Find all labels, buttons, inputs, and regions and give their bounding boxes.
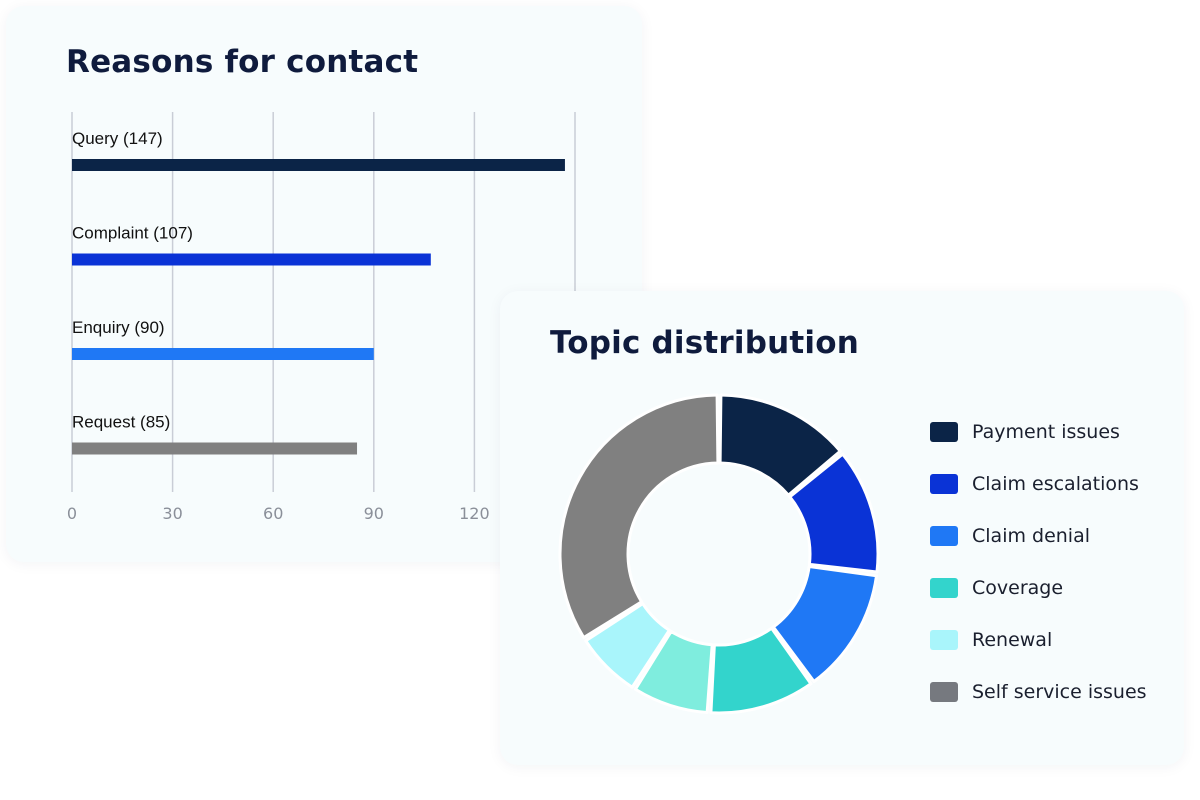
bar-label: Query (147) [72,129,163,148]
bar-1 [72,253,431,266]
donut-slice-5 [584,602,671,689]
reasons-for-contact-card: Reasons for contact 0 30 60 90 120 Query (147… [6,6,642,562]
bar-3 [72,442,358,455]
legend-label: Claim escalations [972,473,1139,495]
legend-label: Self service issues [972,681,1147,703]
donut-slice-0 [718,393,842,497]
donut-chart [558,393,880,715]
bar-chart: 0 30 60 90 120 Query (147) Complaint (107) Enqu… [67,112,576,523]
legend-label: Renewal [972,629,1053,651]
x-tick-label: 0 [67,504,77,523]
donut-chart-title: Topic distribution [550,325,859,361]
bar-0 [72,159,565,171]
donut-slice-6 [558,393,720,640]
donut-slice-4 [633,629,714,715]
legend-swatch [930,422,958,442]
legend-swatch [930,630,958,650]
legend-item: Claim denial [930,523,1147,549]
bar-chart-title: Reasons for contact [66,44,419,80]
legend-item: Coverage [930,575,1147,601]
x-tick-label: 120 [459,504,490,523]
donut-slice-1 [788,452,880,574]
legend-label: Claim denial [972,525,1091,547]
legend-label: Coverage [972,577,1064,599]
topic-distribution-card: Topic distribution Payment issues Claim e… [500,291,1184,765]
donut-slice-3 [709,626,813,715]
legend-swatch [930,682,958,702]
legend-swatch [930,526,958,546]
legend-item: Self service issues [930,679,1147,705]
legend-swatch [930,578,958,598]
x-tick-label: 30 [162,504,182,523]
bar-2 [72,348,374,360]
bar-label: Complaint (107) [72,224,193,243]
legend-label: Payment issues [972,421,1120,443]
x-tick-label: 90 [364,504,384,523]
donut-slice-2 [771,564,878,684]
legend-item: Claim escalations [930,471,1147,497]
legend-item: Payment issues [930,419,1147,445]
legend-swatch [930,474,958,494]
bar-label: Enquiry (90) [72,318,165,337]
bar-label: Request (85) [72,413,170,432]
x-tick-label: 60 [263,504,283,523]
legend-item: Renewal [930,627,1147,653]
donut-legend: Payment issues Claim escalations Claim den… [930,419,1147,731]
